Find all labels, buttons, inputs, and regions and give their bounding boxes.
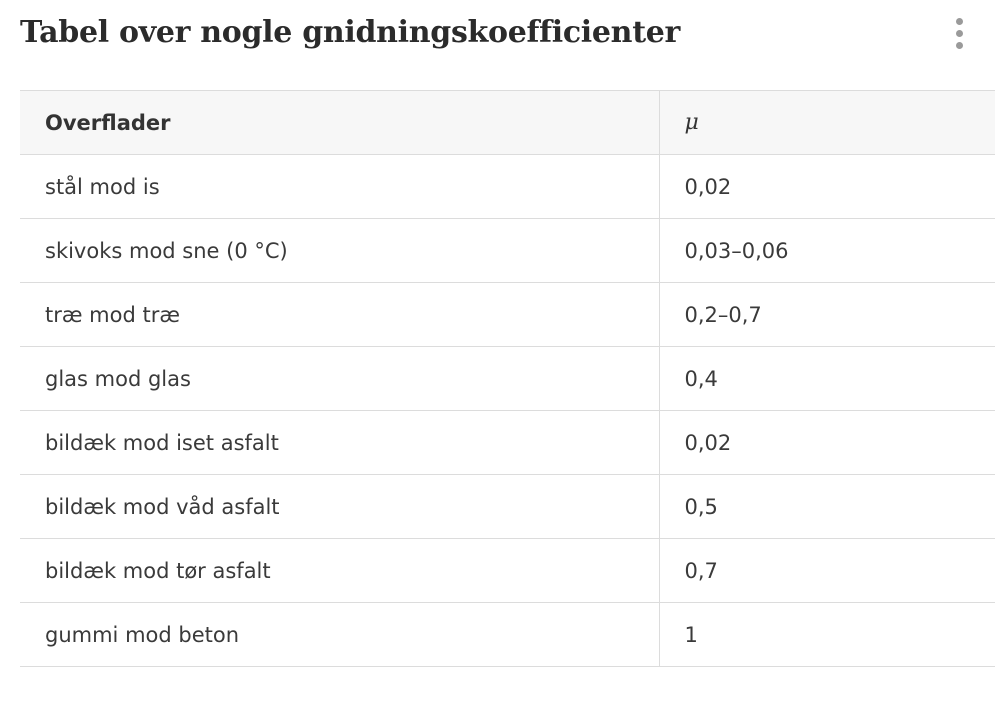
table-header-row: Overflader μ [20,90,995,155]
table-row: skivoks mod sne (0 °C) 0,03–0,06 [20,218,995,283]
coefficient-cell: 1 [658,602,995,667]
table-row: bildæk mod iset asfalt 0,02 [20,410,995,475]
surface-cell: bildæk mod våd asfalt [20,474,659,539]
coefficient-cell: 0,4 [658,346,995,411]
header-coefficient: μ [658,90,995,155]
more-vertical-icon[interactable] [946,14,972,52]
menu-dot [955,29,963,37]
table-row: bildæk mod tør asfalt 0,7 [20,538,995,603]
coefficient-cell: 0,5 [658,474,995,539]
surface-cell: skivoks mod sne (0 °C) [20,218,659,283]
coefficient-cell: 0,03–0,06 [658,218,995,283]
coefficient-cell: 0,02 [658,154,995,219]
surface-cell: bildæk mod tør asfalt [20,538,659,603]
coefficient-cell: 0,02 [658,410,995,475]
surface-cell: stål mod is [20,154,659,219]
friction-coefficients-table: Overflader μ stål mod is 0,02 skivoks mo… [20,90,995,667]
table-row: træ mod træ 0,2–0,7 [20,282,995,347]
coefficient-cell: 0,7 [658,538,995,603]
surface-cell: glas mod glas [20,346,659,411]
table-row: glas mod glas 0,4 [20,346,995,411]
table-row: gummi mod beton 1 [20,602,995,667]
coefficient-cell: 0,2–0,7 [658,282,995,347]
mu-symbol: μ [684,110,699,135]
surface-cell: gummi mod beton [20,602,659,667]
surface-cell: bildæk mod iset asfalt [20,410,659,475]
menu-dot [955,41,963,49]
page-title: Tabel over nogle gnidningskoefficienter [20,15,681,50]
table-row: stål mod is 0,02 [20,154,995,219]
table-row: bildæk mod våd asfalt 0,5 [20,474,995,539]
header-surfaces: Overflader [20,90,659,155]
surface-cell: træ mod træ [20,282,659,347]
menu-dot [955,17,963,25]
